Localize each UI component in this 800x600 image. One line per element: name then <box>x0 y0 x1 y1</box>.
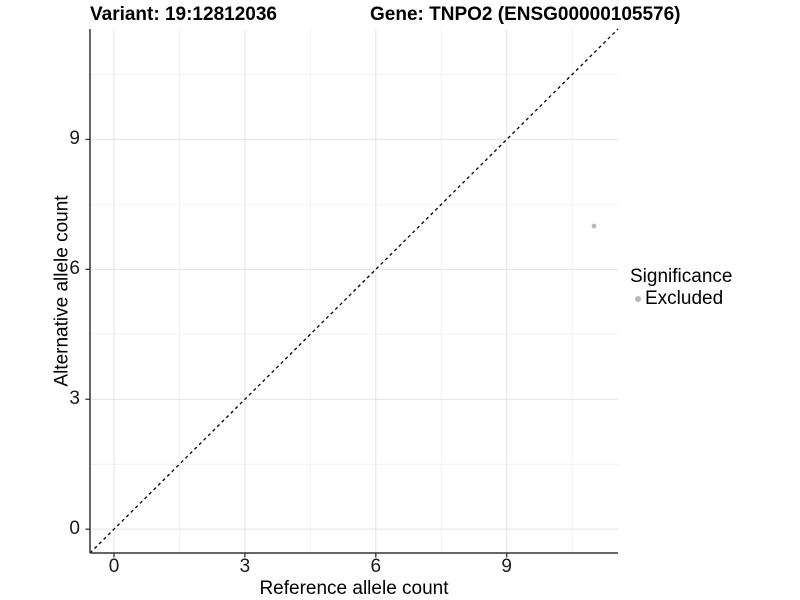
y-tick-label: 9 <box>69 128 80 150</box>
x-tick-label: 0 <box>108 556 120 577</box>
y-tick-label: 6 <box>69 258 80 280</box>
legend-point-icon <box>634 295 641 302</box>
y-tick-label: 0 <box>69 518 80 540</box>
x-tick-label: 9 <box>501 556 512 577</box>
legend-item-label: Excluded <box>645 288 724 309</box>
x-tick-label: 6 <box>370 556 382 577</box>
variant-title: Variant: 19:12812036 <box>90 4 277 25</box>
x-tick-label: 3 <box>239 556 251 577</box>
data-point <box>591 223 597 229</box>
y-axis-title: Alternative allele count <box>51 195 73 387</box>
x-axis-title: Reference allele count <box>259 578 449 599</box>
identity-dashed-line <box>89 28 619 554</box>
gene-title: Gene: TNPO2 (ENSG00000105576) <box>370 4 681 25</box>
legend: Significance Excluded <box>630 266 732 308</box>
legend-key <box>630 291 645 306</box>
legend-title: Significance <box>630 266 733 287</box>
legend-item-excluded: Excluded <box>630 289 732 308</box>
y-tick-label: 3 <box>69 388 80 410</box>
